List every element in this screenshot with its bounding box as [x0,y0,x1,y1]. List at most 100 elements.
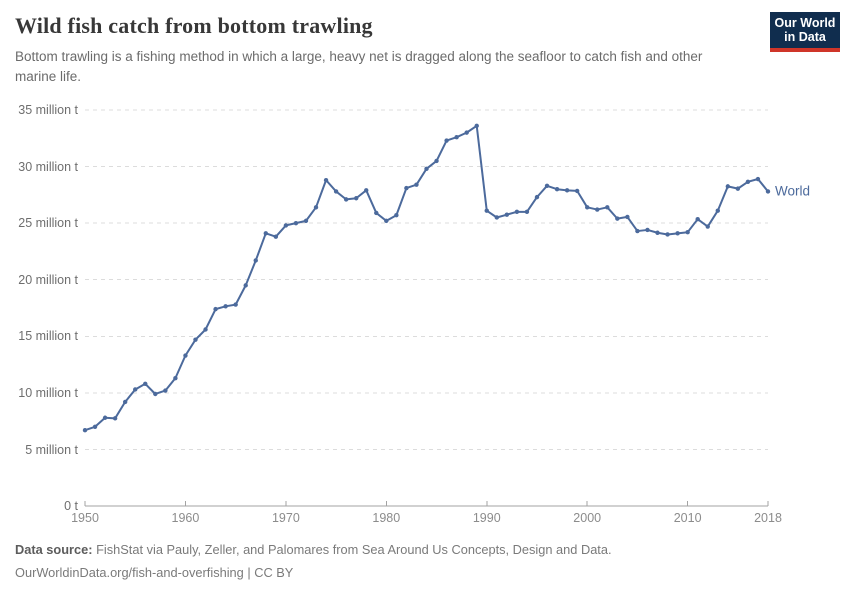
data-point [263,231,268,236]
y-axis-tick-label: 5 million t [25,442,78,457]
data-point [313,205,319,210]
y-axis-tick-label: 10 million t [18,385,78,400]
data-point [745,179,751,185]
series-label-world: World [775,184,810,199]
data-point [534,195,540,200]
data-point [665,232,670,237]
data-source-line: Data source: FishStat via Pauly, Zeller,… [15,538,835,561]
footer-license-link: OurWorldinData.org/fish-and-overfishing … [15,565,294,581]
data-point [524,209,530,215]
y-axis-tick-label: 20 million t [18,272,78,287]
data-point [484,208,489,214]
data-point [112,416,118,421]
data-point [323,178,329,183]
y-axis-tick-label: 0 t [64,499,78,514]
data-point [514,209,520,215]
data-point [92,424,98,430]
data-point [273,234,279,240]
data-point [585,205,590,210]
data-point [414,182,419,187]
chart-subtitle: Bottom trawling is a fishing method in w… [15,49,703,84]
x-axis-tick-label: 1980 [372,511,401,526]
data-point [464,130,469,135]
data-point [364,188,369,193]
data-point [655,230,660,236]
x-axis-tick-label: 1960 [171,511,200,526]
data-point [765,189,771,194]
data-point [293,221,299,226]
data-point [333,189,339,194]
data-point [544,183,550,189]
data-point [133,387,138,392]
data-point [173,376,178,381]
data-point [424,166,429,172]
header: Wild fish catch from bottom trawling Bot… [0,0,850,86]
data-point [404,185,409,191]
data-point [353,196,359,201]
data-point [253,258,258,263]
data-point [725,184,731,189]
data-point [243,283,248,288]
data-point [454,135,459,140]
data-point [203,327,208,332]
page-title: Wild fish catch from bottom trawling [15,13,373,38]
data-point [193,337,198,343]
data-point [705,224,710,229]
data-point [102,415,108,421]
data-point [645,227,650,233]
data-point [554,187,560,192]
data-point [153,391,158,397]
data-point [283,223,289,228]
data-point [595,207,600,212]
data-point [384,218,389,224]
data-point [685,230,690,235]
logo-line1: Our World [774,15,836,30]
data-point [605,205,610,210]
line-chart: World 0 t 5 million t 10 million t 15 milli… [15,92,850,530]
x-axis-tick-label: 2000 [573,511,602,526]
data-point [394,213,399,218]
owid-logo: Our World in Data [770,12,840,52]
y-axis-tick-label: 25 million t [18,216,78,231]
data-point [343,197,349,202]
data-point [755,176,761,182]
data-point [735,186,741,191]
data-source-text: FishStat via Pauly, Zeller, and Palomare… [92,542,612,558]
data-point [183,353,188,358]
x-axis-tick-label: 2018 [754,511,782,526]
data-point [303,218,309,224]
x-axis-tick-label: 1990 [472,511,501,526]
data-point [163,388,168,393]
data-point [695,217,700,222]
x-axis-tick-label: 1950 [71,511,99,526]
data-point [233,302,238,307]
data-point [625,214,630,220]
data-point [635,228,640,234]
data-point [213,307,218,312]
data-point [504,212,510,217]
data-source-label: Data source: [15,542,93,558]
data-point [615,216,620,221]
data-point [494,215,500,220]
data-point [564,188,570,193]
data-point [474,123,479,129]
y-axis-tick-label: 35 million t [18,103,78,118]
data-point [434,158,439,164]
data-point [223,304,228,309]
data-point [143,381,148,387]
data-point [82,428,88,433]
y-axis-tick-label: 15 million t [18,329,78,344]
data-point [122,399,128,405]
x-axis-tick-label: 1970 [271,511,300,526]
data-point [675,231,680,236]
y-axis-tick-label: 30 million t [18,159,78,174]
data-point [444,138,449,143]
data-point [574,188,580,194]
chart-canvas: World [82,109,810,507]
data-point [374,210,379,216]
data-point [715,208,720,214]
logo-line2: in Data [784,30,826,44]
world-series-line [84,124,769,432]
footer: Data source: FishStat via Pauly, Zeller,… [0,530,850,584]
